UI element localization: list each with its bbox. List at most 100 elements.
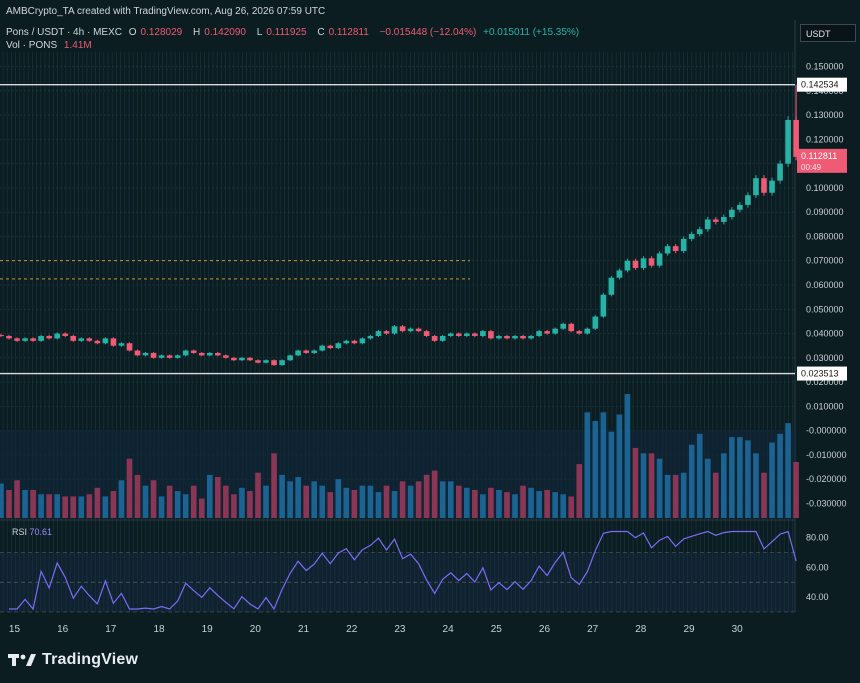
volume-bar bbox=[46, 494, 52, 518]
volume-bar bbox=[166, 485, 173, 518]
last-price-badge bbox=[797, 148, 847, 173]
rsi-legend[interactable]: RSI 70.61 bbox=[12, 527, 52, 537]
quote-currency-badge[interactable]: USDT bbox=[800, 24, 856, 42]
volume-bar bbox=[488, 487, 494, 518]
candle-body bbox=[488, 331, 494, 339]
level-price-badge bbox=[797, 366, 847, 381]
volume-bar bbox=[664, 474, 671, 518]
symbol-name[interactable]: Pons / USDT · 4h · MEXC bbox=[6, 27, 122, 38]
volume-bar bbox=[431, 470, 438, 518]
candle-body bbox=[271, 360, 277, 366]
volume-bar bbox=[745, 440, 751, 518]
volume-bar bbox=[271, 453, 277, 518]
symbol-legend[interactable]: Pons / USDT · 4h · MEXC O 0.128029 H 0.142… bbox=[6, 27, 583, 38]
candle-body bbox=[520, 335, 526, 339]
candle-body bbox=[496, 335, 502, 339]
volume-bar bbox=[150, 480, 157, 518]
volume-bar bbox=[584, 412, 591, 518]
candle-body bbox=[785, 119, 791, 164]
candle-body bbox=[745, 195, 751, 205]
panel-bands bbox=[0, 430, 795, 518]
volume-bar bbox=[640, 453, 647, 518]
volume-bar bbox=[255, 472, 261, 518]
volume-bar bbox=[407, 485, 414, 518]
time-tick-label: 30 bbox=[732, 624, 744, 635]
candle-body bbox=[793, 119, 799, 157]
volume-bar bbox=[223, 485, 229, 518]
open-label: O bbox=[128, 27, 137, 38]
price-axis[interactable]: 0.1500000.1400000.1300000.1200000.110000… bbox=[797, 62, 847, 603]
candle-body bbox=[0, 335, 4, 337]
volume-bar bbox=[712, 472, 719, 518]
close-number: 0.112811 bbox=[328, 27, 369, 38]
candle-body bbox=[648, 258, 655, 266]
candle-body bbox=[94, 340, 101, 344]
price-tick-label: 0.100000 bbox=[806, 183, 844, 193]
volume-bar bbox=[383, 485, 390, 518]
candle-body bbox=[174, 355, 181, 358]
volume-bar bbox=[303, 485, 309, 518]
volume-bar bbox=[480, 494, 486, 518]
rsi-line bbox=[9, 530, 797, 611]
tradingview-logo[interactable]: TradingView bbox=[8, 651, 138, 669]
close-label: C bbox=[317, 27, 325, 38]
candle-body bbox=[231, 357, 237, 361]
low-number: 0.111925 bbox=[266, 27, 307, 38]
rsi-panel bbox=[0, 530, 797, 613]
volume-bar bbox=[142, 485, 149, 518]
candle-body bbox=[206, 352, 213, 356]
volume-bar bbox=[680, 472, 687, 518]
volume-bar bbox=[753, 453, 759, 518]
candle-body bbox=[158, 355, 165, 358]
volume-bar bbox=[544, 489, 550, 518]
candle-body bbox=[367, 335, 374, 339]
candle-body bbox=[536, 331, 542, 336]
candle-body bbox=[303, 350, 309, 353]
candle-body bbox=[415, 328, 422, 332]
candle-body bbox=[632, 260, 639, 269]
volume-bar bbox=[54, 494, 60, 518]
volume-bar bbox=[198, 498, 205, 518]
horizontal-levels[interactable] bbox=[0, 84, 795, 375]
volume-bar bbox=[215, 477, 221, 518]
volume-label: Vol · PONS bbox=[6, 40, 58, 51]
volume-bar bbox=[158, 496, 165, 518]
rsi-tick-label: 40.00 bbox=[806, 592, 829, 602]
volume-bar bbox=[616, 414, 623, 518]
high-label: H bbox=[193, 27, 201, 38]
candle-body bbox=[472, 333, 478, 336]
volume-bar bbox=[335, 479, 342, 518]
volume-bar bbox=[777, 433, 783, 518]
volume-bar bbox=[632, 447, 639, 518]
volume-bar bbox=[793, 461, 799, 518]
level-price-label: 0.023513 bbox=[801, 369, 839, 379]
time-axis[interactable]: 15 16 17 18 19 20 21 22 23 24 25 26 27 28 29 30 bbox=[9, 624, 743, 635]
volume-bar bbox=[206, 474, 213, 518]
volume-bar bbox=[656, 458, 663, 518]
candle-body bbox=[327, 345, 334, 349]
candle-body bbox=[166, 355, 173, 358]
volume-legend[interactable]: Vol · PONS 1.41M bbox=[6, 40, 96, 51]
candle-body bbox=[624, 260, 631, 271]
volume-bar bbox=[327, 492, 334, 518]
candle-body bbox=[150, 352, 157, 358]
candle-body bbox=[560, 323, 567, 329]
volume-bar bbox=[86, 494, 93, 518]
volume-bar bbox=[375, 492, 382, 518]
candle-body bbox=[504, 335, 510, 339]
volume-bar bbox=[263, 485, 269, 518]
volume-bar bbox=[359, 485, 366, 518]
volume-bar bbox=[592, 420, 599, 518]
price-tick-label: 0.070000 bbox=[806, 256, 844, 266]
volume-bar bbox=[231, 494, 237, 518]
candle-body bbox=[431, 335, 438, 341]
countdown-label: 00:49 bbox=[801, 163, 822, 172]
time-tick-label: 18 bbox=[153, 624, 165, 635]
volume-bar bbox=[319, 485, 326, 518]
candle-body bbox=[86, 338, 93, 341]
candle-body bbox=[672, 246, 679, 252]
volume-bar bbox=[528, 487, 534, 518]
candle-body bbox=[737, 204, 743, 210]
candle-body bbox=[721, 217, 727, 222]
